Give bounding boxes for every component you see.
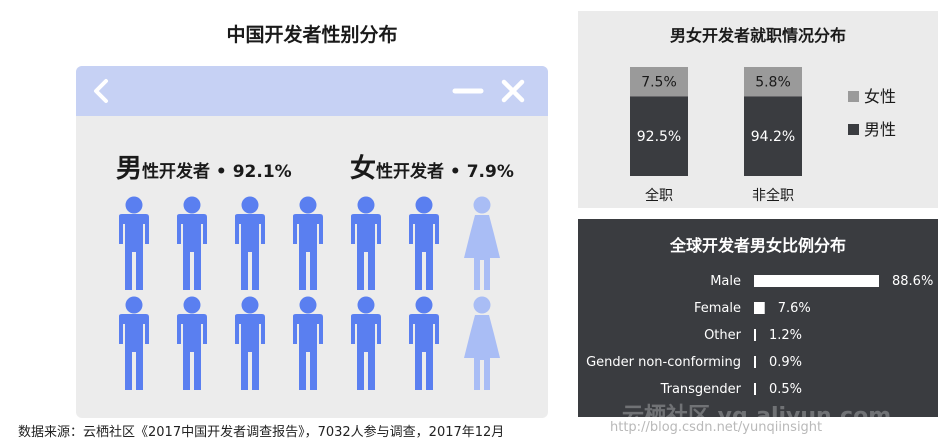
value-label-2: 1.2% — [769, 328, 802, 343]
value-label-0: 88.6% — [892, 274, 933, 289]
category-label-1: Female — [694, 301, 741, 316]
bar-male-1 — [744, 96, 802, 176]
employment-chart-title: 男女开发者就职情况分布 — [669, 26, 846, 45]
bar-female-label-1: 5.8% — [755, 75, 791, 91]
male-person-icon — [172, 196, 212, 292]
gender-distribution-title: 中国开发者性别分布 — [226, 24, 398, 46]
value-label-3: 0.9% — [769, 355, 802, 370]
bar-0 — [754, 275, 879, 287]
female-developer-stat: 女性开发者 • 7.9% — [350, 148, 514, 185]
male-person-icon — [230, 296, 270, 392]
value-label-4: 0.5% — [769, 382, 802, 397]
male-person-icon — [404, 296, 444, 392]
male-developer-stat: 男性开发者 • 92.1% — [116, 148, 292, 185]
category-label-2: Other — [704, 328, 742, 343]
legend-swatch-0 — [848, 91, 859, 102]
legend-swatch-1 — [848, 124, 859, 135]
legend-label-1: 男性 — [864, 120, 896, 139]
category-label-0: Male — [710, 274, 741, 289]
male-person-icon — [114, 296, 154, 392]
male-person-icon — [288, 196, 328, 292]
bar-3 — [754, 356, 756, 368]
employment-panel: 男女开发者就职情况分布 7.5% 92.5% 全职 5.8% 94.2% 非全职 女性男性 — [578, 11, 938, 208]
global-gender-chart-title: 全球开发者男女比例分布 — [669, 236, 846, 255]
male-char: 男 — [116, 154, 143, 184]
female-char: 女 — [350, 154, 377, 184]
male-person-icon — [404, 196, 444, 292]
male-person-icon — [346, 296, 386, 392]
bar-4 — [754, 383, 756, 395]
minimize-icon[interactable] — [452, 78, 484, 104]
bar-male-0 — [630, 96, 688, 176]
window-illustration: 男性开发者 • 92.1% 女性开发者 • 7.9% — [76, 66, 548, 418]
global-gender-panel: 全球开发者男女比例分布 Male 88.6% Female 7.6% Other 1.2%… — [578, 219, 938, 417]
male-stat-text: 性开发者 • 92.1% — [142, 162, 292, 182]
url-watermark: http://blog.csdn.net/yunqiinsight — [610, 420, 823, 435]
bar-male-label-0: 92.5% — [637, 129, 681, 145]
legend-label-0: 女性 — [864, 87, 896, 106]
bar-2 — [754, 329, 756, 341]
value-label-1: 7.6% — [778, 301, 811, 316]
female-person-icon — [462, 196, 502, 292]
male-person-icon — [346, 196, 386, 292]
male-person-icon — [230, 196, 270, 292]
bar-female-label-0: 7.5% — [641, 75, 677, 91]
window-title-bar — [76, 66, 548, 116]
category-label-3: Gender non-conforming — [586, 355, 741, 370]
category-label-0: 全职 — [645, 187, 673, 204]
brand-watermark: 云栖社区 yq.aliyun.com — [622, 404, 892, 429]
female-stat-text: 性开发者 • 7.9% — [376, 162, 514, 182]
bar-female-1 — [744, 67, 802, 97]
chevron-left-icon[interactable] — [90, 78, 112, 104]
male-person-icon — [172, 296, 212, 392]
male-person-icon — [288, 296, 328, 392]
person-icon-grid — [76, 196, 548, 396]
male-person-icon — [114, 196, 154, 292]
close-icon[interactable] — [500, 78, 526, 104]
bar-male-label-1: 94.2% — [751, 129, 795, 145]
category-label-1: 非全职 — [752, 187, 794, 204]
bar-female-0 — [630, 67, 688, 97]
data-source-footnote: 数据来源：云栖社区《2017中国开发者调查报告》，7032人参与调查，2017年… — [18, 425, 505, 440]
bar-1 — [754, 302, 765, 314]
female-person-icon — [462, 296, 502, 392]
global-gender-bar-chart: Male 88.6% Female 7.6% Other 1.2% Gender non-c… — [586, 274, 933, 397]
category-label-4: Transgender — [660, 382, 742, 397]
